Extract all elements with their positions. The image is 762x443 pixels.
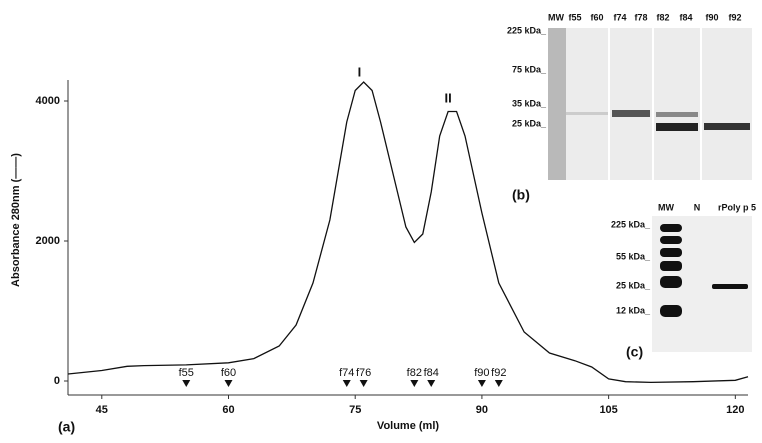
x-tick-label: 105 bbox=[599, 404, 617, 416]
x-tick-label: 90 bbox=[476, 404, 488, 416]
x-axis-label: Volume (ml) bbox=[377, 420, 439, 432]
marker-label: 35 kDa_ bbox=[512, 98, 547, 108]
y-axis-label: Absorbance 280nm (——) bbox=[10, 153, 22, 287]
lane-label: f92 bbox=[728, 12, 741, 22]
fraction-marker bbox=[342, 380, 351, 387]
lane-label: f74 bbox=[613, 12, 626, 22]
fraction-marker bbox=[494, 380, 503, 387]
band bbox=[660, 305, 682, 317]
marker-label: 75 kDa_ bbox=[512, 64, 547, 74]
fraction-label: f84 bbox=[424, 367, 439, 379]
peak-label: II bbox=[445, 90, 452, 105]
lane-label: f78 bbox=[634, 12, 647, 22]
lane-label: N bbox=[694, 202, 701, 212]
fraction-marker bbox=[427, 380, 436, 387]
band bbox=[712, 284, 748, 289]
marker-label: 12 kDa_ bbox=[616, 305, 651, 315]
gel-divider bbox=[652, 28, 654, 180]
x-tick-label: 120 bbox=[726, 404, 744, 416]
marker-label: 25 kDa_ bbox=[616, 280, 651, 290]
absorbance-line bbox=[67, 81, 749, 384]
mw-lane bbox=[548, 28, 566, 180]
fraction-label: f90 bbox=[474, 367, 489, 379]
y-tick-label: 0 bbox=[54, 375, 60, 387]
gel-b bbox=[548, 28, 752, 180]
marker-label: 55 kDa_ bbox=[616, 251, 651, 261]
band bbox=[656, 123, 698, 131]
band bbox=[566, 112, 608, 115]
fraction-label: f74 bbox=[339, 367, 354, 379]
x-tick-label: 60 bbox=[222, 404, 234, 416]
fraction-label: f82 bbox=[407, 367, 422, 379]
lane-label: f55 bbox=[568, 12, 581, 22]
gel-divider bbox=[700, 28, 702, 180]
y-tick-label: 4000 bbox=[36, 95, 60, 107]
peak-label: I bbox=[358, 64, 362, 79]
band bbox=[660, 248, 682, 257]
lane-label: MW bbox=[548, 12, 564, 22]
panel-label: (a) bbox=[58, 419, 75, 435]
x-tick-label: 45 bbox=[96, 404, 108, 416]
lane-label: f82 bbox=[656, 12, 669, 22]
panel-label: (c) bbox=[626, 344, 643, 360]
fraction-marker bbox=[224, 380, 233, 387]
x-tick-label: 75 bbox=[349, 404, 361, 416]
fraction-marker bbox=[410, 380, 419, 387]
lane-label: MW bbox=[658, 202, 674, 212]
lane-label: rPoly p 5 bbox=[718, 202, 756, 212]
band bbox=[660, 224, 682, 232]
band bbox=[612, 110, 650, 117]
fraction-marker bbox=[477, 380, 486, 387]
band bbox=[660, 276, 682, 288]
gel-background bbox=[548, 28, 752, 180]
fraction-label: f76 bbox=[356, 367, 371, 379]
band bbox=[660, 261, 682, 271]
fraction-marker bbox=[359, 380, 368, 387]
panel-label: (b) bbox=[512, 187, 530, 203]
y-tick-label: 2000 bbox=[36, 235, 60, 247]
marker-label: 225 kDa_ bbox=[507, 25, 547, 35]
band bbox=[660, 236, 682, 244]
marker-label: 225 kDa_ bbox=[611, 219, 651, 229]
lane-label: f60 bbox=[590, 12, 603, 22]
fraction-label: f55 bbox=[179, 367, 194, 379]
band bbox=[656, 112, 698, 117]
fraction-label: f60 bbox=[221, 367, 236, 379]
lane-label: f84 bbox=[679, 12, 692, 22]
marker-label: 25 kDa_ bbox=[512, 118, 547, 128]
gel-divider bbox=[608, 28, 610, 180]
lane-label: f90 bbox=[705, 12, 718, 22]
band bbox=[704, 123, 750, 130]
fraction-marker bbox=[182, 380, 191, 387]
gel-c bbox=[652, 216, 752, 352]
fraction-label: f92 bbox=[491, 367, 506, 379]
